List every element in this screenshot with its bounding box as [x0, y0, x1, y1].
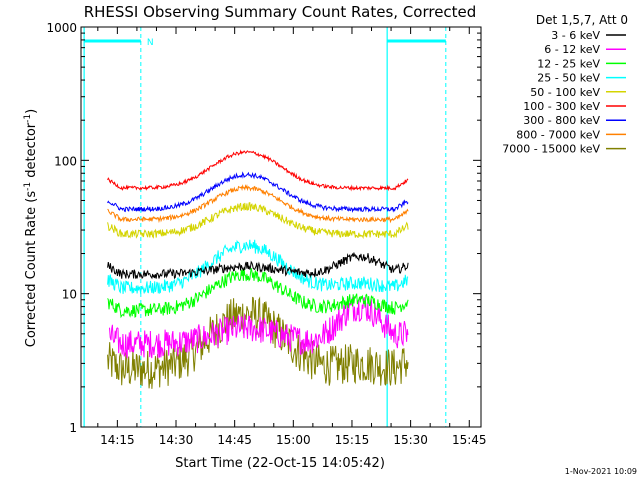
plot-area: N: [83, 27, 447, 427]
series-line: [109, 297, 409, 359]
y-tick-label: 1: [69, 421, 77, 435]
series-line: [107, 252, 409, 280]
timestamp: 1-Nov-2021 10:09: [565, 467, 637, 476]
series-line: [107, 239, 409, 295]
y-axis-label-exp: -1: [23, 114, 33, 123]
legend-item-label: 6 - 12 keV: [544, 43, 600, 56]
y-axis-label-text: Corrected Count Rate (s: [24, 191, 39, 348]
series-line: [107, 171, 409, 213]
y-tick-label: 100: [54, 154, 77, 168]
plot-frame: [80, 26, 482, 428]
series-line: [107, 184, 409, 224]
y-tick-label: 1000: [46, 21, 77, 35]
legend-item-label: 7000 - 15000 keV: [502, 143, 600, 156]
y-axis-label-text: detector: [24, 122, 39, 182]
y-axis-label-text: ): [24, 109, 39, 114]
legend-title: Det 1,5,7, Att 0: [536, 13, 628, 27]
night-marker: N: [147, 38, 154, 48]
x-tick-label: 15:15: [335, 433, 370, 447]
legend-item-label: 100 - 300 keV: [523, 100, 600, 113]
y-axis-label-exp: -1: [23, 182, 33, 191]
series-line: [107, 296, 409, 389]
legend-item-label: 25 - 50 keV: [537, 72, 600, 85]
series-line: [107, 149, 409, 192]
series-line: [107, 202, 409, 240]
x-tick-label: 15:45: [452, 433, 487, 447]
y-axis-label: Corrected Count Rate (s-1 detector-1): [23, 109, 39, 347]
x-tick-label: 14:15: [100, 433, 135, 447]
legend-item-label: 12 - 25 keV: [537, 57, 600, 70]
x-tick-label: 14:45: [217, 433, 252, 447]
legend-item-label: 3 - 6 keV: [551, 29, 600, 42]
legend-item-label: 50 - 100 keV: [530, 86, 600, 99]
x-axis-label: Start Time (22-Oct-15 14:05:42): [175, 456, 385, 471]
legend-item-label: 800 - 7000 keV: [516, 128, 600, 141]
x-tick-label: 15:00: [276, 433, 311, 447]
x-tick-label: 15:30: [393, 433, 428, 447]
axes: 14:15 14:30 14:45 15:00 15:15 15:30 15:45 1 10 10…: [46, 21, 486, 447]
chart-title: RHESSI Observing Summary Count Rates, Co…: [84, 3, 477, 21]
y-tick-label: 10: [62, 288, 77, 302]
legend-item-label: 300 - 800 keV: [523, 114, 600, 127]
x-tick-label: 14:30: [159, 433, 194, 447]
series-line: [107, 267, 409, 319]
